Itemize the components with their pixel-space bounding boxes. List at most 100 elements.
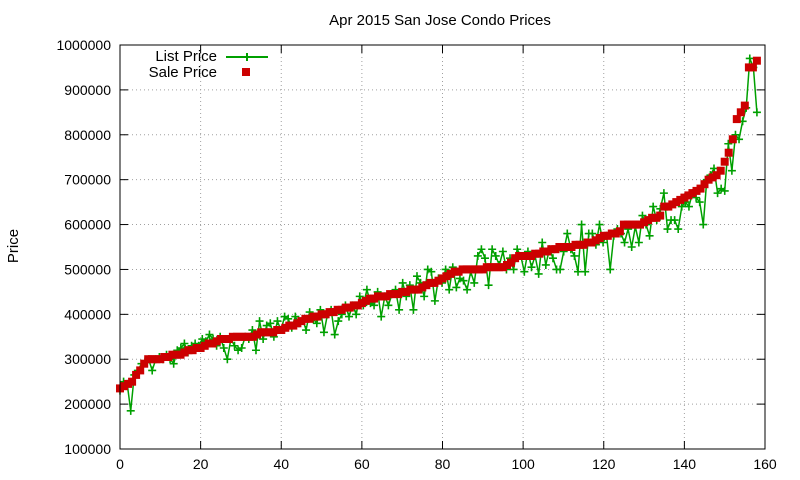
list-price-point: [312, 319, 321, 328]
list-price-point: [488, 245, 497, 254]
sale-price-point: [136, 366, 145, 375]
sale-price-point: [507, 258, 515, 267]
sale-price-point: [120, 382, 128, 391]
list-price-point: [362, 285, 371, 294]
list-price-point: [699, 220, 708, 229]
list-price-point: [284, 314, 293, 323]
list-price-point: [219, 344, 228, 352]
list-price-point: [677, 202, 686, 211]
sale-price-point: [301, 314, 310, 323]
list-price-point: [684, 202, 693, 211]
x-tick-label: 120: [592, 456, 616, 472]
sale-price-point: [623, 220, 632, 229]
x-tick-label: 140: [673, 456, 697, 472]
list-price-point: [752, 108, 761, 117]
list-price-point: [230, 341, 239, 350]
list-price-point: [695, 198, 704, 207]
chart-title: Apr 2015 San Jose Condo Prices: [329, 12, 551, 29]
y-axis-label: Price: [5, 229, 22, 263]
sale-price-point: [196, 344, 205, 352]
sale-price-point: [365, 294, 374, 303]
sale-price-point: [430, 278, 439, 287]
list-price-point: [548, 254, 557, 263]
list-price-point: [606, 265, 615, 274]
y-axis-ticks: 100000 200000 300000 400000 500000 600000 7000…: [56, 37, 765, 457]
list-price-point: [251, 346, 260, 355]
sale-price-point: [748, 63, 757, 72]
y-tick-label: 500000: [64, 261, 111, 277]
sale-price-point: [442, 272, 451, 281]
grid-lines: [120, 45, 765, 449]
x-tick-label: 0: [116, 456, 124, 472]
legend-marker-list-price: [243, 53, 251, 61]
list-price-point: [237, 344, 246, 352]
list-price-point: [634, 238, 643, 247]
x-tick-label: 100: [511, 456, 535, 472]
legend-label-list-price: List Price: [155, 48, 217, 65]
list-price-point: [355, 292, 364, 301]
sale-price-point: [224, 335, 233, 343]
sale-price-point: [466, 265, 475, 274]
list-price-point: [727, 166, 736, 175]
list-price-point: [498, 247, 507, 256]
sale-price-point: [454, 267, 463, 276]
list-price-point: [430, 296, 439, 305]
sale-price-point: [313, 312, 322, 321]
sale-price-point: [571, 240, 580, 249]
list-price-point: [409, 305, 418, 314]
list-price-point: [588, 229, 597, 238]
list-price-point: [291, 312, 300, 321]
list-price-point: [527, 263, 536, 272]
sale-price-point: [402, 287, 411, 296]
list-price-point: [520, 267, 529, 276]
sale-price-point: [611, 229, 620, 238]
list-price-point: [577, 220, 586, 229]
sale-price-point: [160, 353, 169, 361]
sale-price-point: [378, 292, 386, 301]
list-price-point: [649, 202, 658, 211]
sale-price-point: [140, 359, 149, 368]
sale-price-point: [132, 370, 141, 379]
list-price-point: [541, 260, 550, 269]
sale-price-point: [660, 202, 669, 211]
sale-price-point: [700, 180, 709, 189]
list-price-point: [574, 267, 583, 276]
list-price-point: [556, 265, 565, 274]
plot-frame: [119, 44, 766, 450]
list-price-point: [148, 366, 157, 375]
sale-price-point: [583, 238, 592, 247]
sale-price-point: [636, 220, 644, 229]
y-tick-label: 400000: [64, 306, 111, 322]
sale-price-point: [736, 108, 745, 117]
list-price-point: [713, 189, 722, 198]
list-price-point: [223, 355, 232, 364]
list-price-point: [484, 281, 493, 290]
sale-price-point: [547, 245, 556, 254]
list-price-point: [345, 312, 354, 321]
sale-price-point: [273, 326, 282, 334]
list-price-point: [255, 317, 264, 326]
list-price-point: [663, 225, 672, 234]
list-price-point: [513, 245, 522, 254]
x-tick-label: 80: [435, 456, 451, 472]
sale-price-point: [648, 213, 657, 222]
list-price-point: [273, 317, 282, 326]
sale-price-point: [249, 332, 257, 341]
list-price-point: [370, 301, 379, 310]
list-price-point: [534, 269, 543, 278]
y-tick-label: 600000: [64, 217, 111, 233]
x-tick-label: 40: [273, 456, 289, 472]
sale-price-point: [752, 56, 761, 65]
list-price-point: [491, 251, 500, 260]
sale-price-point: [261, 328, 270, 337]
list-price-point: [427, 267, 436, 276]
list-price-point: [645, 231, 654, 240]
list-price-point: [412, 272, 421, 281]
legend-marker-sale-price: [242, 68, 250, 76]
list-price-point: [420, 292, 429, 301]
y-tick-label: 700000: [64, 172, 111, 188]
sale-price-point: [184, 346, 193, 355]
list-price-point: [720, 186, 729, 195]
sale-price-point: [732, 115, 741, 124]
list-price-point: [302, 326, 311, 335]
